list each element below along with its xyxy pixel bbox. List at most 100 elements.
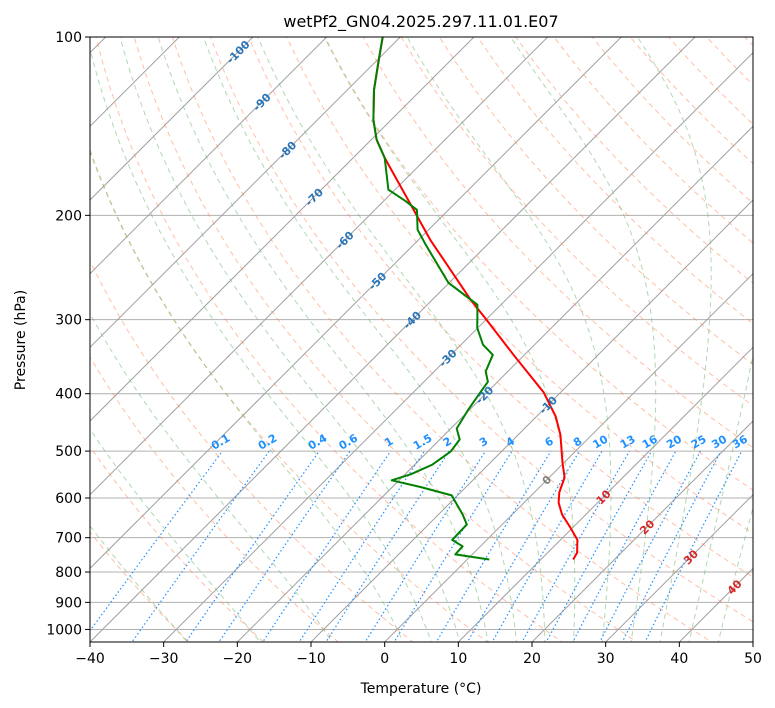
dry-adiabat-line <box>400 37 753 407</box>
dry-adiabat-line <box>210 37 753 623</box>
x-tick-label: 50 <box>744 651 762 667</box>
dry-adiabat-line <box>706 37 753 86</box>
data-series <box>372 37 579 561</box>
dry-adiabat-line <box>553 37 753 244</box>
isotherm-line <box>90 37 623 570</box>
y-tick-label: 900 <box>55 595 82 611</box>
x-tick-label: −30 <box>149 651 179 667</box>
moist-adiabat-line <box>157 37 489 642</box>
line-labels: 0.1 0.2 0.4 0.6 1 1.5 2 3 4 6 8 10 13 16 20 25 30 36-100-… <box>209 38 750 598</box>
x-tick-label: 0 <box>380 651 389 667</box>
mixing-ratio-label: 20 <box>664 432 684 451</box>
x-tick-label: −20 <box>223 651 253 667</box>
mixing-ratio-line <box>599 450 702 642</box>
isotherm-line <box>752 641 753 642</box>
dry-adiabat-line <box>90 150 489 642</box>
isotherm-line <box>383 272 753 642</box>
moist-adiabat-line <box>323 37 576 642</box>
mixing-ratio-label: 13 <box>618 433 638 452</box>
x-tick-label: −40 <box>75 651 105 667</box>
mixing-ratio-label: 6 <box>543 434 556 449</box>
moist-adiabat-line <box>119 37 461 642</box>
y-tick-label: 400 <box>55 387 82 403</box>
dry-adiabat-line <box>438 37 753 366</box>
y-axis-label: Pressure (hPa) <box>13 290 29 390</box>
mixing-ratio-line <box>545 450 653 642</box>
mixing-ratio-line <box>491 450 603 642</box>
mixing-ratio-label: 10 <box>591 432 611 451</box>
isotherm-line <box>90 37 696 642</box>
mixing-ratio-label: 8 <box>571 435 584 450</box>
background-lines <box>90 37 753 642</box>
isotherm-line <box>457 346 753 642</box>
dry-adiabat-line <box>90 356 339 642</box>
y-tick-label: 700 <box>55 531 82 547</box>
dry-adiabat-line <box>95 37 564 642</box>
mixing-ratio-label: 1 <box>382 435 395 450</box>
mixing-ratio-line <box>131 450 270 642</box>
dry-adiabat-line <box>286 37 753 534</box>
mixing-ratio-line <box>298 450 425 642</box>
x-tick-label: −10 <box>296 651 326 667</box>
x-tick-label: 40 <box>670 651 688 667</box>
dry-adiabat-line <box>133 37 638 642</box>
mixing-ratio-line <box>572 450 677 642</box>
mixing-ratio-line <box>325 450 450 642</box>
chart-title: wetPf2_GN04.2025.297.11.01.E07 <box>283 12 558 32</box>
moist-adiabat-line <box>257 37 546 642</box>
y-tick-label: 100 <box>55 30 82 46</box>
y-tick-label: 600 <box>55 491 82 507</box>
moist-adiabat-line <box>90 46 432 642</box>
mixing-ratio-line <box>364 450 486 642</box>
x-axis-label: Temperature (°C) <box>360 681 482 697</box>
dewpoint-profile-line <box>372 37 494 561</box>
isotherm-line <box>162 51 753 642</box>
isotherm-line <box>236 125 753 642</box>
dry-adiabat-line <box>362 37 753 449</box>
isotherm-line <box>604 493 753 642</box>
mixing-ratio-line <box>621 450 722 642</box>
x-tick-label: 20 <box>523 651 541 667</box>
isotherm-label: -80 <box>276 138 299 161</box>
mixing-ratio-line <box>90 450 223 632</box>
dry-adiabat-line <box>171 37 713 642</box>
moist-adiabat-line <box>90 525 188 642</box>
moist-adiabat-line <box>510 37 657 642</box>
y-tick-label: 800 <box>55 565 82 581</box>
dry-adiabat-line <box>90 259 414 642</box>
moist-adiabat-line <box>406 37 612 642</box>
dry-adiabat-line <box>477 37 753 325</box>
mixing-ratio-label: 16 <box>640 432 660 451</box>
mixing-ratio-label: 25 <box>689 433 709 452</box>
mixing-ratio-label: 3 <box>477 435 490 450</box>
dry-adiabat-line <box>248 37 753 578</box>
mixing-ratio-line <box>393 450 513 642</box>
y-tick-label: 1000 <box>46 622 82 638</box>
dry-adiabat-line <box>90 445 265 642</box>
isotherm-line <box>90 37 328 275</box>
dry-adiabat-line <box>515 37 753 284</box>
mixing-ratio-line <box>185 450 320 642</box>
moist-adiabat-line <box>688 352 753 642</box>
y-tick-label: 500 <box>55 444 82 460</box>
mixing-ratio-line <box>435 450 552 642</box>
x-tick-label: 30 <box>597 651 615 667</box>
mixing-ratio-label: 30 <box>709 432 729 451</box>
mixing-ratio-line <box>262 450 392 642</box>
moist-adiabat-line <box>717 505 753 642</box>
isotherm-line <box>90 37 402 349</box>
mixing-ratio-label: 0.4 <box>306 431 330 452</box>
mixing-ratio-line <box>466 450 580 642</box>
mixing-ratio-label: 0.2 <box>256 432 279 453</box>
plot-frame <box>89 36 754 643</box>
isotherm-line <box>90 37 475 422</box>
isotherm-line <box>531 420 753 642</box>
mixing-ratio-label: 2 <box>441 435 454 450</box>
isotherm-line <box>90 37 549 496</box>
y-tick-label: 300 <box>55 313 82 329</box>
mixing-ratio-label: 1.5 <box>411 432 434 453</box>
dry-adiabat-line <box>324 37 753 491</box>
x-tick-label: 10 <box>449 651 467 667</box>
isotherm-line <box>90 37 254 201</box>
